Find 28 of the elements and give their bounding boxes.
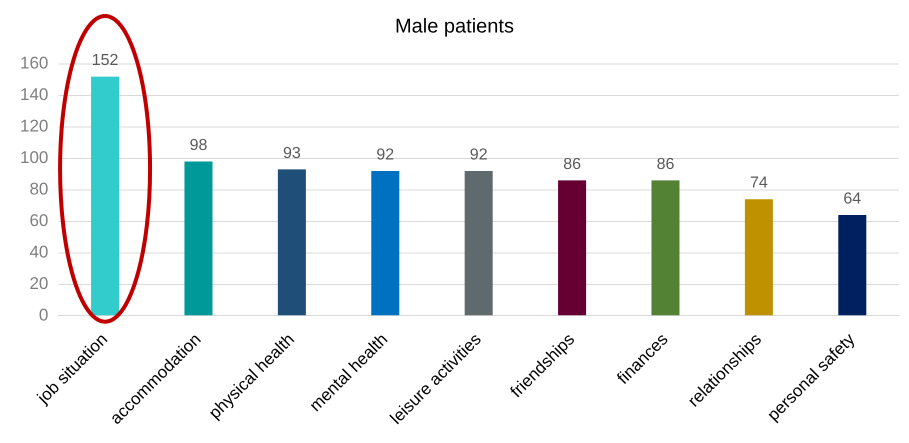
data-label: 98 — [190, 136, 208, 154]
y-tick-label: 160 — [20, 54, 48, 73]
y-tick-label: 40 — [29, 242, 48, 262]
data-label: 86 — [563, 156, 582, 173]
chart-title: Male patients — [395, 16, 514, 38]
y-tick-label: 60 — [29, 211, 48, 230]
y-tick-label: 120 — [20, 116, 48, 136]
bar — [278, 169, 306, 316]
data-label: 74 — [750, 174, 768, 192]
y-tick-label: 20 — [29, 274, 48, 293]
y-tick-label: 140 — [20, 85, 48, 104]
y-tick-label: 100 — [20, 148, 48, 168]
data-label: 64 — [843, 190, 862, 208]
bar — [371, 170, 400, 316]
y-tick-label: 80 — [29, 180, 48, 199]
bar — [558, 180, 586, 316]
bar — [184, 162, 212, 316]
bar — [838, 215, 866, 316]
bar — [651, 180, 680, 316]
data-label: 93 — [282, 144, 301, 162]
y-tick-label: 0 — [38, 305, 48, 324]
data-label: 86 — [656, 156, 674, 173]
data-label: 92 — [376, 146, 394, 164]
data-label: 92 — [470, 146, 488, 164]
bar — [464, 170, 493, 316]
bar — [744, 199, 773, 316]
bar — [91, 76, 120, 316]
data-label: 152 — [92, 52, 119, 69]
